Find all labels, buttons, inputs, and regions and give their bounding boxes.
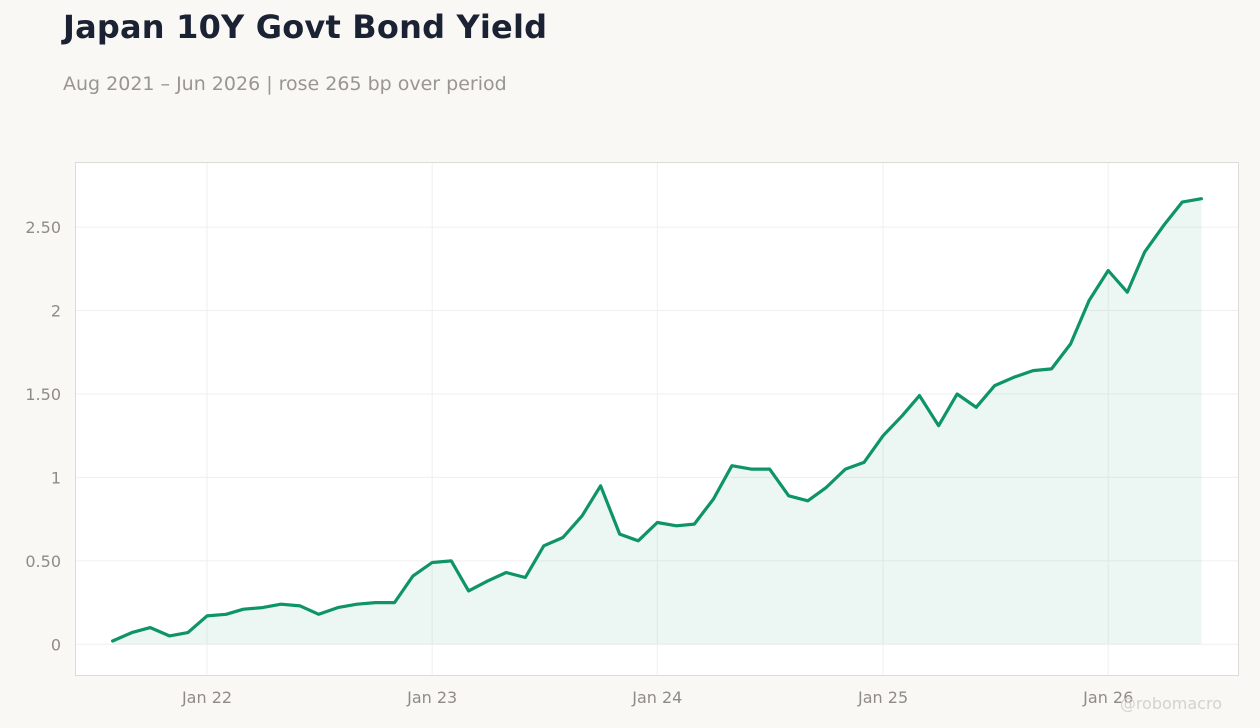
data-point bbox=[431, 561, 434, 564]
x-tick-label: Jan 22 bbox=[181, 688, 232, 707]
data-point bbox=[993, 384, 996, 387]
data-point bbox=[261, 606, 264, 609]
data-point bbox=[844, 468, 847, 471]
x-tick-label: Jan 25 bbox=[857, 688, 908, 707]
data-point bbox=[768, 468, 771, 471]
data-point bbox=[336, 606, 339, 609]
data-point bbox=[1050, 368, 1053, 371]
data-point bbox=[863, 461, 866, 464]
y-tick-label: 1.50 bbox=[25, 385, 61, 404]
data-point bbox=[1126, 291, 1129, 294]
data-point bbox=[882, 434, 885, 437]
data-point bbox=[656, 521, 659, 524]
data-point bbox=[374, 601, 377, 604]
data-point bbox=[712, 498, 715, 501]
yield-series-line bbox=[111, 197, 1203, 643]
data-point bbox=[356, 603, 359, 606]
data-point bbox=[206, 615, 209, 618]
data-point bbox=[562, 536, 565, 539]
data-point bbox=[486, 579, 489, 582]
grid-lines bbox=[75, 162, 1239, 676]
data-point bbox=[750, 468, 753, 471]
data-point bbox=[1088, 299, 1091, 302]
data-point bbox=[242, 608, 245, 611]
data-point bbox=[1143, 251, 1146, 254]
data-point bbox=[1107, 269, 1110, 272]
data-point bbox=[542, 544, 545, 547]
data-point bbox=[505, 571, 508, 574]
y-tick-label: 2.50 bbox=[25, 218, 61, 237]
data-point bbox=[111, 640, 114, 643]
data-point bbox=[618, 533, 621, 536]
data-point bbox=[467, 589, 470, 592]
data-point bbox=[186, 631, 189, 634]
watermark: @robomacro bbox=[1119, 694, 1222, 713]
data-point bbox=[1200, 197, 1203, 200]
y-axis-ticks: 0 0.50 1 1.50 2 2.50 bbox=[25, 218, 61, 654]
data-point bbox=[1012, 376, 1015, 379]
data-point bbox=[299, 605, 302, 608]
data-point bbox=[1069, 343, 1072, 346]
x-tick-label: Jan 23 bbox=[406, 688, 457, 707]
x-tick-label: Jan 26 bbox=[1082, 688, 1133, 707]
y-tick-label: 0.50 bbox=[25, 552, 61, 571]
data-point bbox=[731, 464, 734, 467]
plot-frame bbox=[75, 162, 1239, 676]
x-axis-ticks: Jan 22 Jan 23 Jan 24 Jan 25 Jan 26 bbox=[181, 688, 1133, 707]
data-point bbox=[130, 631, 133, 634]
data-point bbox=[787, 494, 790, 497]
data-point bbox=[1162, 224, 1165, 227]
data-point bbox=[693, 523, 696, 526]
data-point bbox=[168, 635, 171, 638]
data-point bbox=[412, 574, 415, 577]
chart-subtitle: Aug 2021 – Jun 2026 | rose 265 bp over p… bbox=[63, 73, 507, 95]
data-point bbox=[901, 414, 904, 417]
data-point bbox=[637, 539, 640, 542]
data-point bbox=[450, 559, 453, 562]
data-point bbox=[825, 486, 828, 489]
data-point bbox=[225, 613, 228, 616]
data-point bbox=[149, 626, 152, 629]
data-point bbox=[918, 394, 921, 397]
chart-title: Japan 10Y Govt Bond Yield bbox=[63, 8, 548, 46]
y-tick-label: 1 bbox=[51, 468, 61, 487]
data-point bbox=[937, 424, 940, 427]
data-point bbox=[1032, 369, 1035, 372]
data-point bbox=[675, 524, 678, 527]
yield-area-fill bbox=[112, 198, 1202, 645]
data-point bbox=[317, 613, 320, 616]
data-point bbox=[581, 514, 584, 517]
data-point bbox=[599, 484, 602, 487]
y-tick-label: 2 bbox=[51, 302, 61, 321]
data-point bbox=[393, 601, 396, 604]
x-tick-label: Jan 24 bbox=[631, 688, 682, 707]
data-point bbox=[956, 393, 959, 396]
data-point bbox=[975, 406, 978, 409]
data-point bbox=[524, 576, 527, 579]
y-tick-label: 0 bbox=[51, 635, 61, 654]
data-point bbox=[806, 499, 809, 502]
data-point bbox=[1181, 201, 1184, 204]
data-point bbox=[280, 603, 283, 606]
